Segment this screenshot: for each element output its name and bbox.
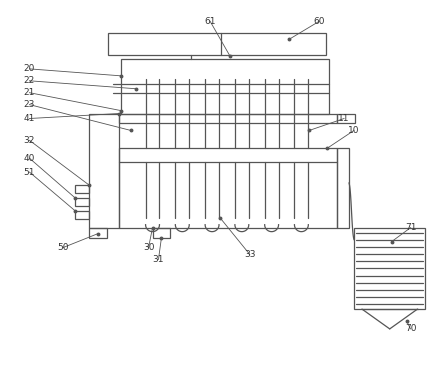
Text: 31: 31	[153, 255, 164, 264]
Bar	[119, 148, 337, 228]
Text: 50: 50	[58, 243, 69, 252]
Text: 11: 11	[338, 114, 350, 123]
Text: 10: 10	[348, 126, 360, 135]
Bar	[337, 148, 349, 228]
Text: 32: 32	[24, 136, 35, 145]
Text: 22: 22	[24, 76, 35, 85]
Text: 23: 23	[24, 100, 35, 109]
Bar	[75, 198, 89, 206]
Text: 40: 40	[24, 154, 35, 163]
Text: 21: 21	[24, 88, 35, 97]
Bar	[337, 114, 355, 124]
Text: 61: 61	[204, 17, 216, 26]
Bar	[119, 114, 337, 124]
Text: 51: 51	[24, 168, 35, 177]
Bar	[89, 114, 119, 228]
Bar	[75, 185, 89, 193]
Bar	[354, 228, 425, 309]
Bar	[121, 59, 329, 114]
Text: 41: 41	[24, 114, 35, 123]
Text: 71: 71	[405, 223, 416, 232]
Text: 33: 33	[244, 250, 256, 259]
Bar	[89, 228, 107, 238]
Text: 30: 30	[143, 243, 154, 252]
Bar	[75, 211, 89, 219]
Text: 70: 70	[405, 324, 416, 334]
Text: 20: 20	[24, 64, 35, 73]
Bar	[108, 33, 326, 55]
Bar	[152, 228, 171, 238]
Text: 60: 60	[314, 17, 325, 26]
